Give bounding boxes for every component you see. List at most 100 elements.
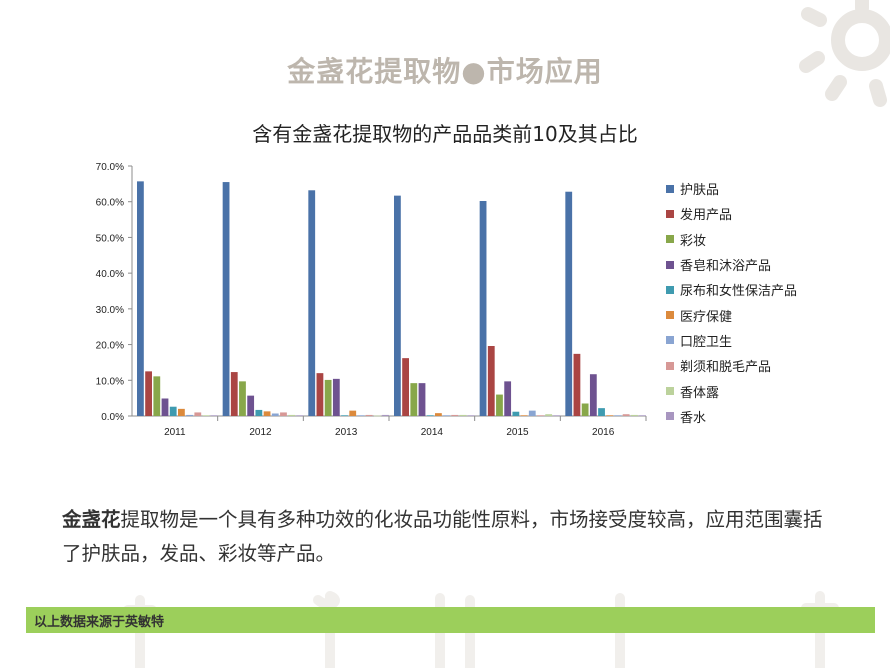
x-tick-label: 2016 [592,427,615,438]
legend-label: 香体露 [680,385,720,401]
bar [553,415,561,416]
bar [630,414,638,416]
bar [639,415,646,416]
x-tick-label: 2014 [421,427,444,438]
legend-item: 发用产品 [666,201,797,226]
legend-label: 发用产品 [680,208,733,224]
legend-label: 医疗保健 [680,309,733,325]
bar [504,381,512,416]
legend-swatch [666,260,674,269]
x-tick-label: 2013 [335,427,358,438]
bar [443,415,450,416]
bar [324,379,332,416]
bar [137,181,144,416]
legend-label: 剃须和脱毛产品 [680,360,772,376]
y-tick-label: 20.0% [96,341,124,352]
legend-item: 护肤品 [666,176,797,201]
bar [410,383,418,416]
legend-swatch [666,361,674,370]
bar [255,409,263,416]
legend-label: 香水 [680,410,707,426]
x-tick-label: 2012 [249,427,272,438]
bar [496,394,503,416]
legend-item: 香皂和沐浴产品 [666,252,797,277]
y-tick-label: 0.0% [101,412,124,423]
bar [545,414,553,416]
bar [365,414,373,416]
chart-title: 含有金盏花提取物的产品品类前10及其占比 [252,122,638,146]
bar [382,414,389,416]
bar [202,415,210,416]
bar [467,415,475,416]
bar [459,414,467,416]
bar [520,415,528,416]
bar [537,415,544,416]
bar [373,415,381,417]
bar [210,415,218,416]
legend-swatch [666,285,674,294]
bar [194,412,202,416]
bar [222,182,230,416]
bar [230,372,238,416]
slide-title: 金盏花提取物●市场应用 [287,55,603,88]
bar [316,373,324,416]
body-highlight: 金盏花 [62,508,121,531]
bar [394,195,401,416]
legend-item: 剃须和脱毛产品 [666,353,797,378]
legend-swatch [666,412,674,421]
legend-label: 护肤品 [680,183,720,199]
x-tick-label: 2011 [164,427,186,438]
bar [573,353,581,416]
bar [161,398,169,416]
legend-label: 尿布和女性保洁产品 [680,284,798,300]
legend-swatch [666,235,674,244]
legend-swatch [666,387,674,396]
bar [528,410,536,416]
bar [402,358,409,416]
bar [178,408,185,416]
legend-item: 医疗保健 [666,302,797,327]
bar [169,406,177,416]
bar [598,408,605,416]
bar [308,190,316,416]
bar [296,415,304,416]
bar [606,415,614,416]
bar [487,346,495,416]
bar [280,412,287,416]
bar [565,191,573,416]
bar [435,413,442,416]
source-footer-bar: 以上数据来源于英敏特 [26,607,875,633]
source-footer-text: 以上数据来源于英敏特 [34,615,165,630]
legend-item: 尿布和女性保洁产品 [666,277,797,302]
legend-swatch [666,336,674,345]
legend-item: 口腔卫生 [666,328,797,353]
bar [418,383,426,416]
chart-legend: 护肤品发用产品彩妆 香皂和沐浴产品尿布和女性保洁产品 医疗保健口腔卫生剃须和脱毛产品… [666,176,797,429]
bar [153,376,161,416]
y-tick-label: 50.0% [96,233,124,244]
legend-swatch [666,311,674,320]
bar [288,414,296,416]
bar [512,411,520,416]
legend-swatch [666,209,674,218]
bar [614,415,622,416]
bar [426,415,434,416]
bar [479,201,487,416]
bar [622,414,630,416]
legend-item: 香水 [666,404,797,429]
bar [186,414,193,416]
bar [271,413,279,416]
bar [145,371,152,416]
y-tick-label: 70.0% [96,162,124,173]
bar [263,411,271,416]
y-tick-label: 40.0% [96,269,124,280]
y-tick-label: 60.0% [96,198,124,209]
y-tick-label: 30.0% [96,305,124,316]
bar [332,378,340,416]
bar [349,410,357,416]
x-tick-label: 2015 [506,427,529,438]
bar [239,381,246,416]
legend-item: 彩妆 [666,227,797,252]
bar [357,415,365,416]
